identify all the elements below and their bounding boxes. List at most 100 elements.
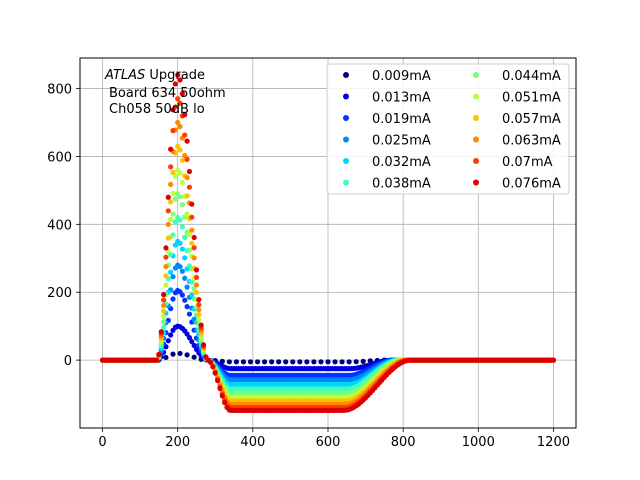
legend-entry: 0.019mA [343,112,431,127]
data-point [184,175,190,181]
data-point [163,254,169,260]
legend-marker [343,179,349,186]
annotation-board: Board 634 50ohm [109,86,226,101]
data-point [189,214,195,220]
legend-marker [343,93,349,100]
data-point [175,96,181,102]
data-point [168,269,174,275]
legend-marker [473,158,479,164]
data-point [172,81,178,87]
legend-label: 0.07mA [502,155,553,170]
axes-border [79,57,577,429]
data-point [233,359,240,365]
data-point [332,359,338,365]
legend-marker [343,72,349,78]
data-point [168,146,174,152]
data-point [175,72,181,78]
legend-entry: 0.038mA [343,177,431,192]
legend-entry: 0.063mA [473,134,561,149]
legend-box [326,63,570,195]
data-point [175,143,181,149]
x-tick-label: 0 [98,435,106,450]
data-point [161,313,167,320]
data-point [360,358,366,364]
data-point [177,147,183,153]
data-point [168,164,174,170]
data-point [182,234,188,240]
data-point [261,359,268,365]
data-point [182,112,188,118]
data-point [247,359,254,365]
data-point [189,201,195,207]
data-point [179,157,185,163]
data-point [184,138,190,144]
legend-label: 0.057mA [502,112,561,127]
data-point [200,342,207,348]
data-point [339,359,345,365]
x-tick-label: 1000 [462,435,495,450]
data-point [179,202,185,208]
data-point [276,359,282,365]
data-point [189,227,195,233]
data-point [254,359,261,365]
data-point [165,194,171,200]
data-point [163,263,169,270]
series-0.076mA [99,72,557,413]
data-point [311,359,317,365]
legend-marker [473,179,479,186]
data-point [186,231,193,237]
legend-entry: 0.044mA [473,69,561,84]
data-point [153,357,160,363]
legend-label: 0.051mA [502,91,561,106]
data-point [177,240,183,246]
axes-frame [79,57,577,429]
x-tick-label: 600 [316,435,341,450]
data-point [191,255,197,261]
data-point [193,289,200,296]
data-point [191,234,197,241]
legend-entry: 0.032mA [343,155,431,170]
data-point [186,184,193,190]
legend-entry: 0.009mA [343,69,431,84]
data-point [304,359,310,365]
y-tick-label: 200 [47,286,72,301]
data-point [179,179,185,186]
legend-label: 0.038mA [372,177,431,192]
data-point [186,335,193,341]
data-point [161,292,167,298]
upgrade-label: Upgrade [145,68,205,83]
data-point [170,128,176,134]
legend-marker [473,115,479,121]
data-point [207,359,214,365]
data-point [177,170,183,176]
data-point [193,274,200,281]
data-point [297,359,303,365]
data-point [168,216,174,223]
legend-marker [473,72,479,78]
data-point [165,208,171,214]
data-point [175,119,181,126]
y-tick-label: 400 [47,218,72,233]
legend-label: 0.009mA [372,69,431,84]
data-point [182,152,188,159]
data-point [189,240,195,246]
data-point [191,245,197,251]
data-point [191,354,197,360]
data-point [177,194,183,200]
data-point [170,296,176,302]
data-point [177,350,183,357]
legend-entry: 0.057mA [473,112,561,127]
data-point [184,304,190,310]
legend-label: 0.063mA [502,134,561,149]
data-point [196,302,202,308]
data-point [283,359,289,365]
data-point [177,77,183,83]
legend-entry: 0.07mA [473,155,553,170]
data-point [161,297,167,303]
data-point [189,292,195,298]
data-point [189,338,195,345]
x-tick-label: 200 [165,435,190,450]
data-point [163,282,169,288]
data-point [165,338,171,344]
legend-entry: 0.025mA [343,134,431,149]
